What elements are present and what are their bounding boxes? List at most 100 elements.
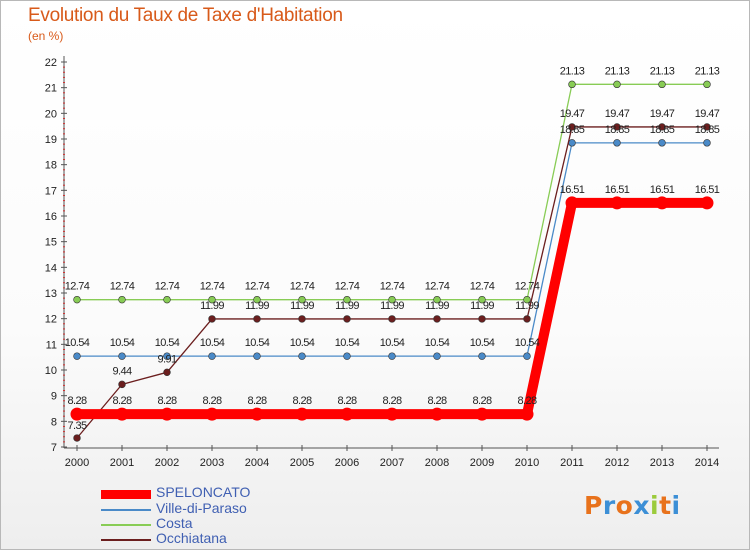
logo-letter: t xyxy=(659,491,672,520)
data-point xyxy=(343,315,351,323)
data-label: 11.99 xyxy=(335,300,359,312)
y-tick-label: 17 xyxy=(45,185,57,197)
x-tick-label: 2000 xyxy=(65,457,89,469)
y-tick-label: 14 xyxy=(45,262,57,274)
data-point xyxy=(613,139,621,147)
proxiti-logo: Proxiti xyxy=(584,491,681,520)
data-point xyxy=(73,352,81,360)
data-point xyxy=(568,80,576,89)
y-tick-label: 11 xyxy=(46,339,57,351)
x-tick-label: 2011 xyxy=(560,457,584,469)
data-point xyxy=(340,407,354,421)
data-point xyxy=(703,139,711,147)
data-point xyxy=(613,80,621,89)
data-point xyxy=(613,123,621,131)
data-point xyxy=(700,196,714,210)
data-label: 10.54 xyxy=(200,337,225,349)
data-label: 16.51 xyxy=(695,184,720,196)
y-tick-label: 19 xyxy=(45,134,57,146)
y-axis-unit-label: (en %) xyxy=(28,29,64,43)
data-label: 12.74 xyxy=(155,281,180,293)
data-point xyxy=(250,407,264,421)
data-label: 10.54 xyxy=(335,337,360,349)
legend-swatch xyxy=(101,489,151,499)
data-label: 18.85 xyxy=(650,124,675,136)
x-tick-label: 2009 xyxy=(470,457,494,469)
legend-swatch xyxy=(101,539,151,541)
data-label: 10.54 xyxy=(155,337,180,349)
x-tick-label: 2005 xyxy=(290,457,314,469)
data-label: 11.99 xyxy=(200,300,224,312)
data-label: 8.28 xyxy=(337,395,356,407)
data-point xyxy=(205,407,219,421)
data-label: 18.85 xyxy=(560,124,585,136)
data-label: 18.85 xyxy=(605,124,630,136)
x-tick-label: 2012 xyxy=(605,457,629,469)
data-label: 11.99 xyxy=(470,300,494,312)
data-label: 16.51 xyxy=(560,184,585,196)
data-point xyxy=(343,352,351,360)
data-point xyxy=(298,315,306,323)
x-tick-label: 2001 xyxy=(110,457,134,469)
data-point xyxy=(610,196,624,210)
data-label: 10.54 xyxy=(65,337,90,349)
data-point xyxy=(208,352,216,360)
x-tick-label: 2013 xyxy=(650,457,674,469)
data-label: 11.99 xyxy=(515,300,539,312)
y-tick-label: 7 xyxy=(51,442,57,454)
data-point xyxy=(703,123,711,131)
chart-title: Evolution du Taux de Taxe d'Habitation xyxy=(28,5,343,26)
data-point xyxy=(118,380,126,389)
x-tick-label: 2003 xyxy=(200,457,224,469)
data-label: 10.54 xyxy=(470,337,495,349)
y-tick-label: 10 xyxy=(45,365,57,377)
data-point xyxy=(568,139,576,147)
data-label: 12.74 xyxy=(425,281,450,293)
data-point xyxy=(118,352,126,360)
y-tick-label: 18 xyxy=(45,160,57,172)
data-point xyxy=(298,352,306,360)
y-tick-label: 20 xyxy=(45,108,57,120)
data-label: 9.44 xyxy=(112,365,131,377)
data-label: 12.74 xyxy=(470,281,495,293)
data-label: 8.28 xyxy=(517,395,536,407)
data-point xyxy=(208,295,216,304)
y-tick-label: 9 xyxy=(51,391,57,403)
data-point xyxy=(208,315,216,323)
data-point xyxy=(163,295,171,304)
data-label: 8.28 xyxy=(292,395,311,407)
data-point xyxy=(343,295,351,304)
data-label: 9.91 xyxy=(157,353,176,365)
y-tick-label: 16 xyxy=(45,211,57,223)
data-point xyxy=(73,434,81,442)
x-tick-label: 2002 xyxy=(155,457,179,469)
data-point xyxy=(73,295,81,304)
data-point xyxy=(295,407,309,421)
data-label: 21.13 xyxy=(650,65,675,77)
data-label: 8.28 xyxy=(427,395,446,407)
data-label: 12.74 xyxy=(290,281,315,293)
data-point xyxy=(118,295,126,304)
series-line-ville-di-paraso xyxy=(77,142,707,357)
x-tick-label: 2007 xyxy=(380,457,404,469)
data-point xyxy=(703,80,711,89)
data-label: 10.54 xyxy=(380,337,405,349)
x-tick-label: 2004 xyxy=(245,457,269,469)
data-label: 11.99 xyxy=(380,300,404,312)
data-point xyxy=(388,315,396,323)
data-label: 8.28 xyxy=(472,395,491,407)
x-tick-label: 2008 xyxy=(425,457,449,469)
data-point xyxy=(523,352,531,360)
data-point xyxy=(655,196,669,210)
data-label: 12.74 xyxy=(245,281,270,293)
logo-letter: o xyxy=(615,491,634,520)
data-label: 16.51 xyxy=(605,184,630,196)
logo-letter: x xyxy=(633,491,650,520)
y-tick-label: 8 xyxy=(51,416,57,428)
data-label: 8.28 xyxy=(67,395,86,407)
data-label: 16.51 xyxy=(650,184,675,196)
data-point xyxy=(658,80,666,89)
data-label: 11.99 xyxy=(425,300,449,312)
legend-label: Occhiatana xyxy=(156,530,227,546)
